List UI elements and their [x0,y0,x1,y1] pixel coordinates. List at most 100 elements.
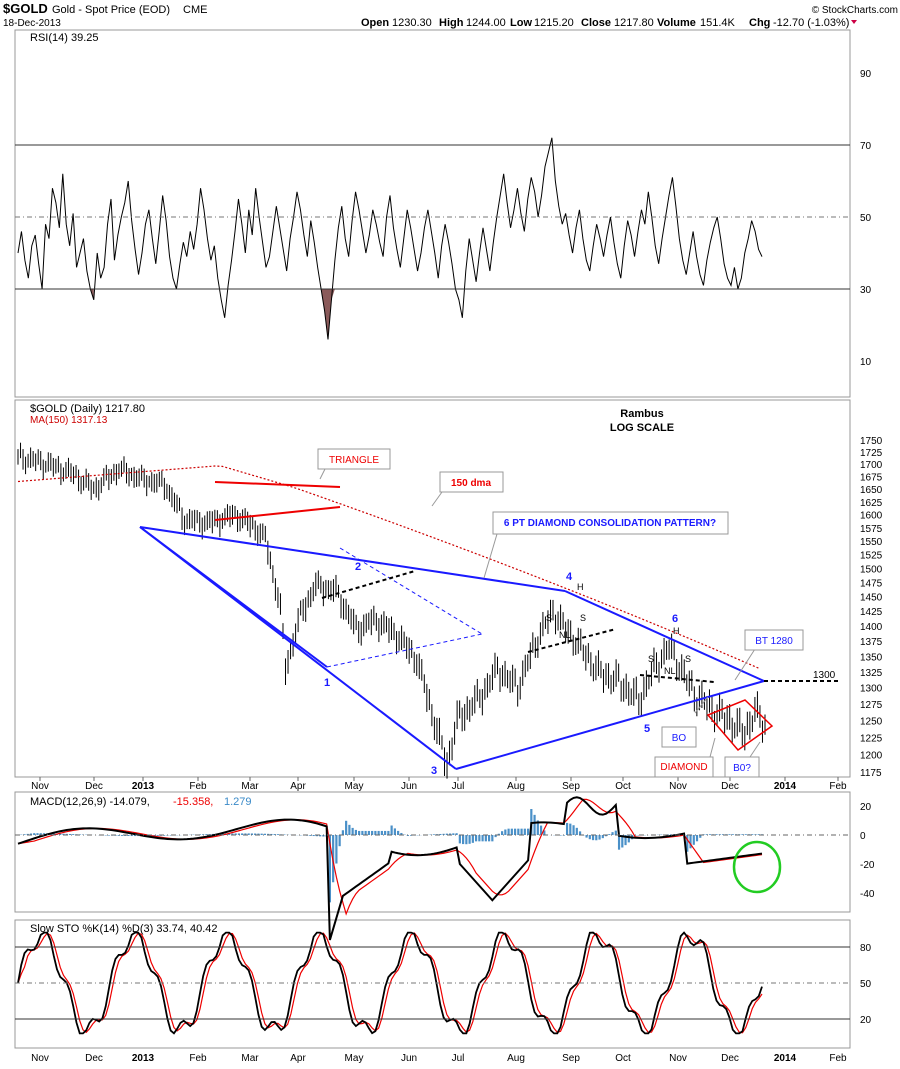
dashed-triangle [326,547,483,668]
price-tick: 1525 [860,551,883,562]
macd-tick: -20 [860,860,875,871]
shoulder-3: S [648,654,654,664]
macd-label-hist: 1.279 [224,796,252,808]
rsi-tick: 10 [860,357,872,368]
month-label: 2014 [774,781,797,792]
dma-annotation: 150 dma [451,478,491,489]
ma150-line [17,465,761,670]
bt-annotation: BT 1280 [755,636,793,647]
price-tick: 1575 [860,524,883,535]
price-tick: 1375 [860,637,883,648]
macd-plot [17,796,764,941]
diamond-left-lower [139,526,457,770]
open-label: Open [361,17,389,29]
month-label: Jul [452,781,465,792]
price-tick: 1650 [860,485,883,496]
month-label: Sep [562,1053,580,1064]
price-tick: 1300 [860,684,883,695]
close-label: Close [581,17,611,29]
high-value: 1244.00 [466,17,506,29]
shoulder-2: S [580,613,586,623]
month-label: Mar [241,781,259,792]
price-tick: 1225 [860,733,883,744]
price-tick: 1450 [860,593,883,604]
month-label: Oct [615,781,631,792]
macd-line [17,796,763,941]
exchange: CME [183,4,207,16]
month-label: Feb [829,781,847,792]
bo2-annotation: B0? [733,763,751,774]
bo2-callout: B0? [724,741,761,778]
diamond-callout: DIAMOND [654,737,716,778]
axes: 9070503010175017251700167516501625160015… [15,69,883,1064]
month-label: 2013 [132,1053,155,1064]
chg-value: -12.70 (-1.03%) [773,17,849,29]
month-label: 2013 [132,781,155,792]
macd-tick: 0 [860,831,866,842]
chart-header: $GOLD Gold - Spot Price (EOD) CME 18-Dec… [3,1,898,29]
dma-callout: 150 dma [431,471,504,507]
price-panel [14,399,851,778]
rsi-label: RSI(14) 39.25 [30,32,98,44]
month-label: Sep [562,781,580,792]
month-label: Dec [85,1053,103,1064]
price-tick: 1550 [860,537,883,548]
low-value: 1215.20 [534,17,574,29]
macd-highlight-circle [732,840,782,894]
price-tick: 1475 [860,578,883,589]
sto-d-line [17,932,763,1034]
open-value: 1230.30 [392,17,432,29]
price-tick: 1275 [860,700,883,711]
month-label: Apr [290,781,306,792]
month-label: May [345,1053,364,1064]
sto-tick: 80 [860,943,872,954]
price-tick: 1725 [860,448,883,459]
month-label: Nov [31,1053,49,1064]
diamond-annotation: DIAMOND [660,762,707,773]
rsi-tick: 50 [860,213,872,224]
month-label: Jun [401,1053,417,1064]
sto-tick: 20 [860,1015,872,1026]
diamond-top [139,526,566,592]
neckline-2: NL [664,666,676,676]
bo-annotation: BO [672,733,687,744]
month-label: Apr [290,1053,306,1064]
chart-date: 18-Dec-2013 [3,18,61,29]
shoulder-4: S [685,654,691,664]
month-label: Oct [615,1053,631,1064]
month-label: Jun [401,781,417,792]
macd-tick: 20 [860,802,872,813]
close-value: 1217.80 [614,17,654,29]
price-tick: 1200 [860,750,883,761]
diamond-pattern [139,526,765,770]
month-label: Mar [241,1053,259,1064]
price-tick: 1500 [860,564,883,575]
ma-label: MA(150) 1317.13 [30,415,108,426]
rsi-tick: 90 [860,69,872,80]
volume-label: Volume [657,17,696,29]
sto-label: Slow STO %K(14) %D(3) 33.74, 40.42 [30,923,218,935]
month-label: Jul [452,1053,465,1064]
macd-label-signal: -15.358, [173,796,213,808]
sto-panel [14,919,851,1049]
copyright: © StockCharts.com [812,5,898,16]
month-label: Dec [85,781,103,792]
rsi-tick: 70 [860,141,872,152]
sto-tick: 50 [860,979,872,990]
chg-label: Chg [749,17,770,29]
point-4: 4 [566,571,573,583]
triangle-annotation: TRIANGLE [329,455,379,466]
chg-arrow-icon [851,20,857,24]
month-label: Aug [507,1053,525,1064]
price-tick: 1700 [860,460,883,471]
red-triangle [214,481,341,521]
macd-panel [14,791,851,913]
volume-value: 151.4K [700,17,736,29]
diamond-right-upper [564,590,765,682]
price-tick: 1325 [860,668,883,679]
log-scale-note: LOG SCALE [610,422,674,434]
macd-label-main: MACD(12,26,9) -14.079, [30,796,150,808]
pattern-callout: 6 PT DIAMOND CONSOLIDATION PATTERN? [483,511,729,579]
price-tick: 1750 [860,436,883,447]
month-label: 2014 [774,1053,797,1064]
